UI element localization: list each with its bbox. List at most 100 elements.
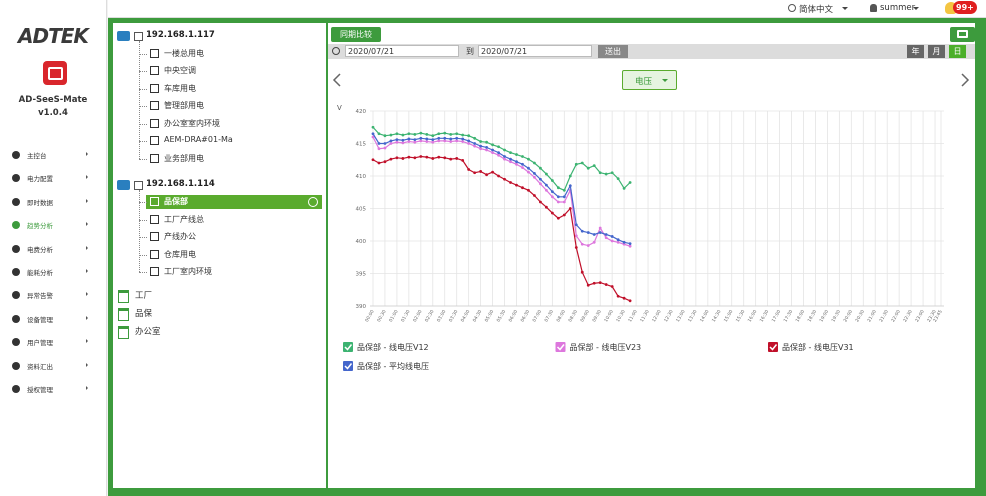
y-tick-label: 410 <box>356 174 367 180</box>
node-label[interactable]: 品保部 <box>164 197 188 206</box>
data-point <box>407 132 411 136</box>
x-tick-label: 10:30 <box>615 309 627 323</box>
node-icon <box>150 66 159 75</box>
node-label[interactable]: 车库用电 <box>164 83 196 93</box>
device-tree: 192.168.1.117 一楼总用电中央空调车库用电管理部用电办公室室内环境 AE… <box>113 23 326 488</box>
data-point <box>521 162 524 166</box>
data-point <box>604 283 608 286</box>
data-point <box>449 157 453 161</box>
x-tick-label: 11:00 <box>627 309 639 323</box>
data-point <box>371 158 375 162</box>
menu-item[interactable]: 资料汇出 <box>27 362 53 371</box>
data-point <box>467 134 471 138</box>
x-tick-label: 17:00 <box>771 309 783 323</box>
node-label[interactable]: 中央空调 <box>164 66 196 75</box>
x-tick-label: 13:30 <box>687 309 699 323</box>
menu-item[interactable]: 电力配置 <box>27 175 53 184</box>
data-point <box>509 151 512 155</box>
legend-check <box>556 344 565 351</box>
collapse-toggle[interactable] <box>134 32 143 41</box>
node-label[interactable]: 产线办公 <box>164 232 196 241</box>
node-icon <box>150 197 159 206</box>
topbar: 简体中文 summer 99+ <box>108 0 986 18</box>
menu-item[interactable]: 即时数据 <box>27 198 53 207</box>
menu-item[interactable]: 能耗分析 <box>27 269 53 277</box>
device-label[interactable]: 192.168.1.114 <box>146 178 215 189</box>
menu-item[interactable]: 趋势分析 <box>27 222 53 231</box>
menu-icon <box>12 385 20 393</box>
data-point <box>515 153 518 156</box>
compare-button[interactable]: 同期比较 <box>331 27 381 42</box>
print-button[interactable] <box>950 27 975 42</box>
data-point <box>586 244 590 247</box>
x-tick-label: 08:00 <box>555 309 567 323</box>
data-point <box>395 132 399 136</box>
legend-checkbox <box>768 342 778 352</box>
data-point <box>503 157 506 161</box>
metric-dropdown[interactable]: 电压 <box>622 70 677 90</box>
node-label[interactable]: 一楼总用电 <box>164 48 204 58</box>
menu-item[interactable]: 设备管理 <box>27 315 53 324</box>
period-button[interactable]: 日 <box>949 45 966 58</box>
data-point <box>491 148 494 152</box>
node-icon <box>150 214 159 224</box>
x-tick-label: 15:30 <box>735 309 747 323</box>
group-label[interactable]: 办公室 <box>135 327 161 337</box>
data-point <box>539 200 542 204</box>
collapse-toggle[interactable] <box>134 180 143 190</box>
x-tick-label: 22:30 <box>902 309 914 323</box>
data-point <box>574 223 578 227</box>
menu-item[interactable]: 电费分析 <box>27 245 53 254</box>
node-icon <box>150 48 159 58</box>
x-tick-label: 01:30 <box>400 309 412 323</box>
data-point <box>550 195 554 199</box>
node-label[interactable]: 工厂产线总 <box>164 214 204 224</box>
data-point <box>592 164 596 168</box>
user-menu[interactable]: summer <box>880 3 916 13</box>
start-date-input[interactable]: 2020/07/21 <box>345 45 459 57</box>
menu-item[interactable]: 异常告警 <box>27 292 53 301</box>
y-tick-label: 420 <box>356 109 367 115</box>
node-label[interactable]: 业务部用电 <box>164 153 204 163</box>
menu-arrow <box>86 222 90 227</box>
node-label[interactable]: 工厂室内环境 <box>164 267 212 276</box>
node-label[interactable]: 管理部用电 <box>164 101 204 110</box>
data-point <box>431 157 435 160</box>
data-point <box>371 135 375 139</box>
menu-item[interactable]: 用户管理 <box>27 339 53 348</box>
data-point <box>485 148 488 152</box>
group-label[interactable]: 品保 <box>135 309 153 319</box>
x-tick-label: 22:00 <box>890 309 902 323</box>
data-point <box>610 285 614 288</box>
period-button[interactable]: 年 <box>907 45 924 58</box>
device-label[interactable]: 192.168.1.117 <box>146 30 215 40</box>
tree-branch <box>139 237 147 238</box>
data-point <box>377 142 381 145</box>
period-button[interactable]: 月 <box>928 45 945 58</box>
tree-branch <box>139 202 147 203</box>
prev-arrow[interactable] <box>328 68 348 92</box>
chart: V 390 395 400 405 410 415 420 00:00 00:30 01:00 01:… <box>337 104 944 371</box>
next-arrow[interactable] <box>956 68 975 92</box>
notification-badge: 99+ <box>953 1 977 14</box>
menu-icon <box>12 221 20 230</box>
node-label[interactable]: 仓库用电 <box>164 249 196 259</box>
data-point <box>550 179 554 182</box>
menu-item[interactable]: 主控台 <box>27 152 47 160</box>
language-select[interactable]: 简体中文 <box>799 5 834 15</box>
data-point <box>413 138 417 141</box>
data-point <box>401 133 405 137</box>
group-label[interactable]: 工厂 <box>135 291 153 301</box>
data-point <box>556 186 560 190</box>
menu-icon <box>12 291 20 300</box>
end-date-input[interactable]: 2020/07/21 <box>478 45 592 57</box>
data-point <box>401 138 405 142</box>
node-label[interactable]: AEM-DRA#01-Ma <box>164 135 233 144</box>
submit-button[interactable]: 送出 <box>598 45 628 58</box>
node-label[interactable]: 办公室室内环境 <box>164 118 220 128</box>
menu-item[interactable]: 授权管理 <box>27 386 53 394</box>
data-point <box>395 156 399 160</box>
data-point <box>539 182 542 186</box>
x-tick-label: 23:45 <box>932 309 944 323</box>
tree-branch <box>139 71 147 72</box>
